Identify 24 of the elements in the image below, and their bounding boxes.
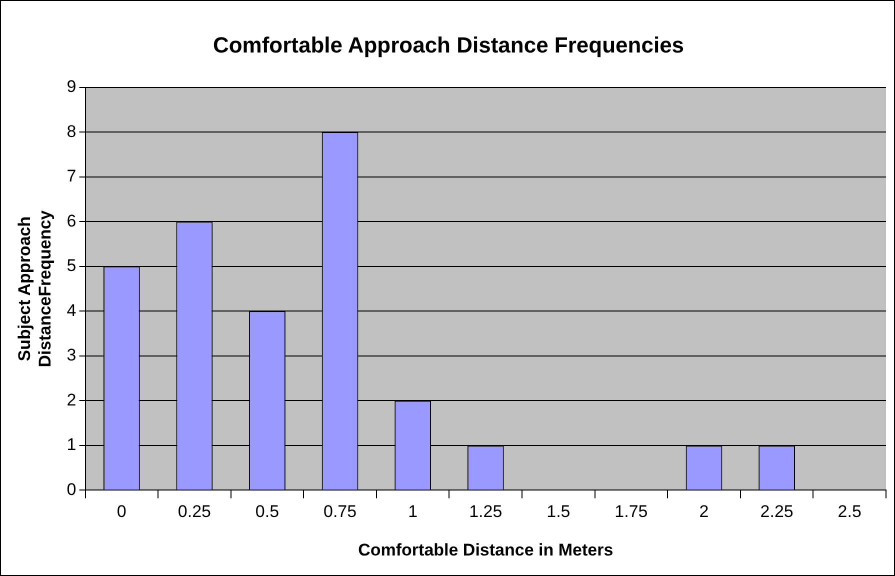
x-tick-label: 0.25 <box>178 502 211 522</box>
y-tick-label: 2 <box>66 390 76 410</box>
x-tick-label: 1.25 <box>469 502 502 522</box>
y-tick-label: 0 <box>66 480 76 499</box>
y-tick-label: 3 <box>66 346 76 365</box>
y-tick-label: 8 <box>66 122 76 141</box>
y-tick-label: 4 <box>66 300 76 320</box>
y-tick-label: 5 <box>66 256 76 276</box>
x-tick-label: 0 <box>116 502 126 522</box>
chart-title: Comfortable Approach Distance Frequencies <box>212 32 684 58</box>
x-tick-label: 2.5 <box>838 502 862 522</box>
x-tick-label: 0.5 <box>255 502 280 522</box>
x-tick-label: 1.75 <box>614 502 648 522</box>
x-axis-title: Comfortable Distance in Meters <box>358 540 614 560</box>
x-tick-label: 2.25 <box>760 502 794 522</box>
y-axis-title: Subject Approach DistanceFrequency <box>14 210 54 368</box>
x-tick-label: 0.75 <box>323 502 357 522</box>
y-tick-label: 6 <box>66 211 76 230</box>
x-tick-label: 1.5 <box>546 502 570 522</box>
y-tick-label: 1 <box>66 435 76 454</box>
y-tick-label: 7 <box>66 166 76 186</box>
x-tick-label: 1 <box>408 502 418 522</box>
x-tick-label: 2 <box>699 502 709 522</box>
y-tick-label: 9 <box>66 77 76 96</box>
